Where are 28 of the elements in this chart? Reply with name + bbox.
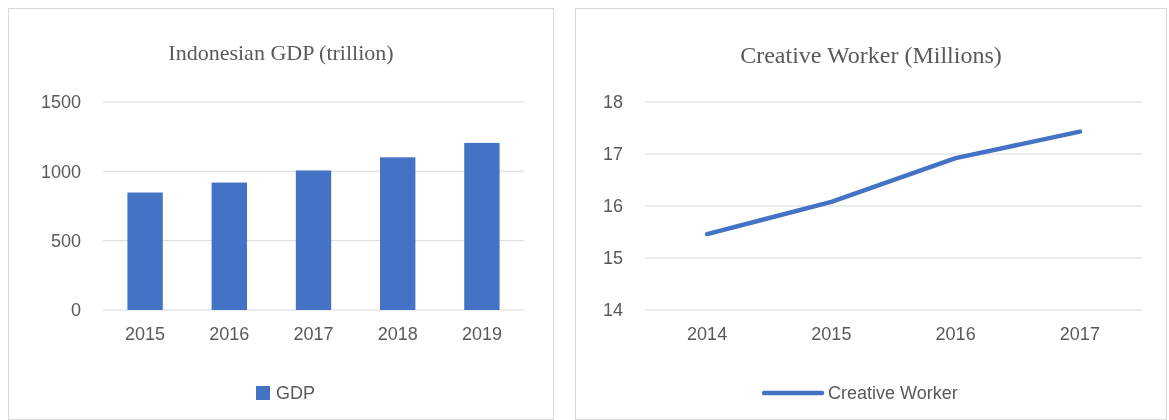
y-tick-label: 1500 — [40, 92, 81, 113]
bar — [295, 170, 332, 310]
chart-title: Indonesian GDP (trillion) — [168, 40, 394, 65]
y-tick-label: 17 — [602, 144, 623, 165]
chart-title: Creative Worker (Millions) — [740, 42, 1002, 68]
bar — [380, 157, 416, 310]
x-tick-label: 2018 — [377, 324, 418, 344]
x-tick-label: 2017 — [1059, 324, 1100, 344]
x-tick-label: 2016 — [935, 324, 976, 344]
y-tick-label: 18 — [602, 92, 623, 113]
bar — [127, 192, 163, 310]
x-tick-label: 2019 — [461, 324, 502, 344]
y-tick-label: 14 — [602, 300, 623, 321]
x-tick-label: 2017 — [293, 324, 334, 344]
legend-label: GDP — [276, 383, 316, 404]
y-tick-label: 1000 — [40, 161, 81, 182]
legend-label: Creative Worker — [828, 383, 958, 404]
x-tick-label: 2014 — [687, 324, 728, 344]
y-tick-label: 0 — [70, 300, 81, 321]
line-series — [704, 129, 1083, 237]
x-tick-label: 2015 — [811, 324, 852, 344]
x-tick-label: 2016 — [209, 324, 250, 344]
y-tick-label: 500 — [50, 230, 81, 251]
bar — [211, 182, 247, 310]
y-tick-label: 15 — [602, 248, 623, 269]
bar — [464, 142, 500, 310]
y-tick-label: 16 — [602, 196, 623, 217]
x-tick-label: 2015 — [125, 324, 166, 344]
